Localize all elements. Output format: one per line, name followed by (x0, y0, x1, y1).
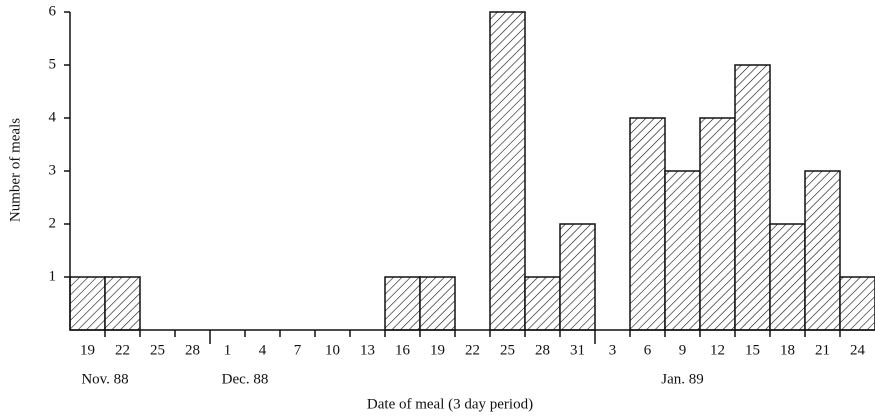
x-tick-label: 25 (150, 342, 165, 358)
y-tick-label: 1 (49, 268, 57, 284)
x-tick-label: 16 (395, 342, 411, 358)
bar (419, 276, 456, 331)
x-tick-label: 13 (360, 342, 375, 358)
x-tick-label: 1 (224, 342, 232, 358)
month-label: Nov. 88 (81, 371, 128, 387)
bar (734, 64, 771, 331)
bar (489, 11, 526, 331)
y-axis-title: Number of meals (7, 118, 23, 222)
x-tick-label: 4 (259, 342, 267, 358)
x-tick-label: 3 (609, 342, 617, 358)
x-tick-label: 9 (679, 342, 687, 358)
x-tick-label: 28 (185, 342, 200, 358)
month-label: Dec. 88 (222, 371, 269, 387)
x-tick-label: 12 (710, 342, 725, 358)
x-axis-title: Date of meal (3 day period) (367, 396, 533, 412)
x-tick-label: 31 (570, 342, 585, 358)
bar (524, 276, 561, 331)
month-label: Jan. 89 (661, 371, 704, 387)
bar (699, 117, 736, 331)
x-tick-label: 18 (780, 342, 795, 358)
x-tick-label: 25 (500, 342, 515, 358)
y-tick-label: 4 (49, 109, 57, 125)
x-tick-label: 22 (115, 342, 130, 358)
bar (769, 223, 806, 331)
bar (104, 276, 141, 331)
x-tick-label: 22 (465, 342, 480, 358)
x-tick-label: 28 (535, 342, 550, 358)
y-tick-label: 6 (49, 3, 57, 19)
bar (69, 276, 106, 331)
y-tick-label: 5 (49, 56, 57, 72)
x-tick-label: 7 (294, 342, 302, 358)
x-tick-label: 24 (850, 342, 866, 358)
x-tick-label: 19 (430, 342, 445, 358)
bar (559, 223, 596, 331)
bar (839, 276, 875, 331)
x-tick-label: 15 (745, 342, 760, 358)
x-tick-label: 10 (325, 342, 340, 358)
y-tick-label: 2 (49, 215, 57, 231)
x-tick-label: 21 (815, 342, 830, 358)
bar (804, 170, 841, 331)
bar (664, 170, 701, 331)
y-tick-label: 3 (49, 162, 57, 178)
bar (384, 276, 421, 331)
x-tick-label: 19 (80, 342, 95, 358)
bar (629, 117, 666, 331)
x-tick-label: 6 (644, 342, 652, 358)
